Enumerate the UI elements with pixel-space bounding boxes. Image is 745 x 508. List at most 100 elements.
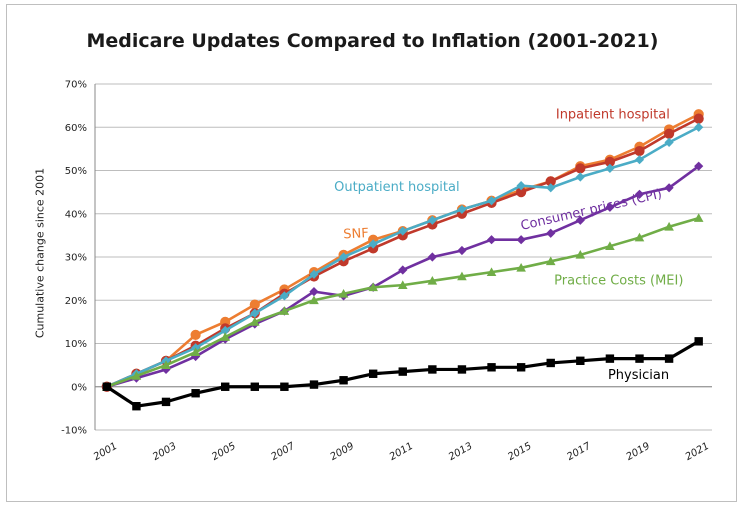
data-point [250, 308, 260, 318]
data-point [576, 356, 585, 365]
data-point [457, 365, 467, 374]
x-tick-label: 2009 [329, 441, 357, 463]
data-point [516, 363, 526, 372]
data-point [279, 306, 290, 315]
series-label-physician: Physician [608, 368, 669, 383]
data-point [368, 282, 378, 292]
data-point [635, 354, 644, 363]
data-point [605, 202, 615, 212]
data-point [397, 280, 408, 289]
series-label-practice-costs-mei: Practice Costs (MEI) [554, 274, 683, 289]
data-point [457, 271, 467, 281]
data-point [516, 181, 526, 191]
data-point [368, 239, 378, 249]
data-point [398, 265, 408, 275]
data-point [220, 325, 230, 336]
data-point [161, 360, 171, 369]
data-point [427, 215, 437, 225]
data-point [249, 299, 260, 310]
series-practice-costs-mei [102, 213, 704, 391]
data-point [309, 269, 319, 279]
data-point [546, 358, 555, 368]
data-point [664, 221, 674, 231]
data-point [250, 382, 259, 391]
data-point [693, 113, 704, 124]
data-point [663, 128, 675, 139]
x-tick-label: 2021 [684, 441, 712, 463]
data-point [694, 161, 704, 171]
data-point [398, 226, 408, 236]
y-tick-label: 10% [65, 339, 87, 350]
series-label-inpatient-hospital: Inpatient hospital [556, 108, 670, 123]
x-tick-label: 2013 [447, 441, 475, 463]
data-point [516, 263, 526, 272]
data-point [428, 365, 437, 374]
data-point [575, 250, 586, 259]
series-label-consumer-prices-cpi: Consumer prices (CPI) [519, 187, 663, 234]
series-physician [102, 337, 703, 411]
x-tick-label: 2007 [269, 440, 297, 463]
data-point [338, 288, 349, 298]
x-tick-label: 2001 [92, 441, 120, 463]
data-point [664, 354, 674, 363]
y-tick-label: 20% [65, 296, 87, 307]
y-tick-label: 70% [65, 80, 87, 91]
data-point [102, 382, 112, 391]
series-label-snf: SNF [343, 226, 369, 242]
data-point [190, 329, 201, 340]
y-tick-label: 40% [65, 209, 87, 220]
data-point [634, 232, 645, 242]
data-point [486, 196, 497, 206]
data-point [132, 402, 141, 411]
data-point [191, 351, 201, 362]
series-labels: SNF Inpatient hospital Outpatient hospital… [334, 108, 683, 383]
y-tick-label: 60% [65, 123, 87, 134]
data-point [545, 256, 556, 266]
data-point [605, 241, 615, 251]
data-point [634, 189, 645, 199]
data-point [309, 295, 319, 305]
data-point [309, 287, 319, 297]
series-label-outpatient-hospital: Outpatient hospital [334, 180, 459, 195]
data-point [220, 332, 231, 341]
data-point [575, 163, 586, 174]
data-point [634, 145, 645, 157]
series-lines [101, 109, 704, 411]
x-tick-label: 2003 [151, 441, 179, 463]
data-point [575, 215, 585, 225]
data-point [309, 380, 319, 389]
data-point [694, 337, 703, 346]
data-point [694, 122, 704, 132]
data-point [457, 245, 467, 256]
data-point [575, 172, 585, 182]
data-point [280, 382, 289, 391]
data-point [191, 389, 200, 398]
axes: -10% 0% 10% 20% 30% 40% 50% 60% 70% 2001 2003 2005 2… [61, 80, 712, 463]
data-point [664, 137, 674, 147]
data-point [339, 376, 348, 385]
data-point [605, 163, 615, 173]
y-tick-label: -10% [61, 426, 87, 437]
data-point [249, 317, 260, 326]
data-point [516, 235, 526, 245]
data-point [398, 367, 407, 376]
data-point [279, 291, 289, 301]
data-point [486, 267, 497, 276]
data-point [546, 228, 556, 238]
data-point [338, 252, 349, 262]
data-point [161, 364, 171, 375]
x-tick-label: 2019 [624, 441, 652, 463]
data-point [546, 183, 556, 193]
x-tick-label: 2011 [388, 441, 416, 463]
data-point [457, 204, 467, 215]
y-tick-label: 0% [71, 382, 87, 393]
data-point [605, 354, 615, 363]
y-tick-label: 50% [65, 166, 87, 177]
data-point [190, 347, 201, 356]
data-point [221, 382, 230, 391]
chart-title: Medicare Updates Compared to Inflation (… [86, 30, 659, 52]
data-point [664, 183, 674, 193]
y-tick-label: 30% [65, 253, 87, 264]
data-point [427, 275, 438, 285]
